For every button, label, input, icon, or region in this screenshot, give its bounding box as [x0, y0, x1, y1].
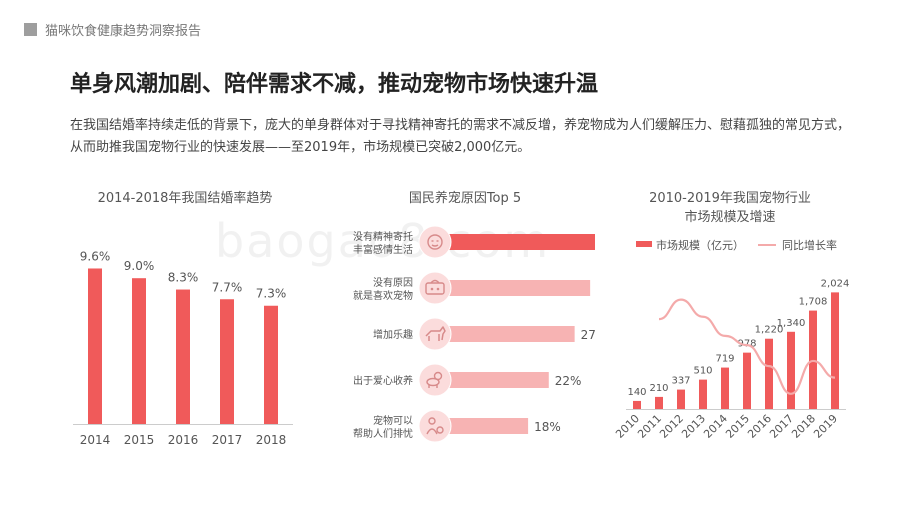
market-bar-label: 510 [693, 366, 712, 377]
marriage-bar-label: 7.3% [256, 287, 287, 301]
marriage-bar-2016 [176, 289, 190, 424]
poodle-legs [428, 385, 438, 388]
market-x-tick: 2018 [789, 412, 818, 441]
reason-category-label: 就是喜欢宠物 [353, 289, 413, 302]
poodle-body [426, 377, 440, 387]
market-x-tick: 2014 [701, 412, 730, 441]
carrier-box [425, 282, 445, 295]
market-x-tick: 2016 [745, 412, 774, 441]
person-body [426, 428, 438, 435]
marriage-bar-label: 9.0% [124, 259, 155, 273]
market-bar-label: 2,024 [821, 278, 850, 289]
market-bar-2010 [633, 400, 641, 409]
carrier-dot [436, 287, 440, 291]
legend-bar-swatch [636, 241, 652, 247]
report-header: 猫咪饮食健康趋势洞察报告 [24, 20, 201, 39]
market-bar-label: 1,340 [777, 318, 806, 329]
marriage-x-tick: 2017 [212, 433, 243, 447]
person-head [428, 417, 436, 425]
person-with-pet-icon [426, 417, 444, 435]
growth-rate-line [658, 298, 836, 395]
reason-category-label: 没有原因 [373, 276, 413, 289]
legend-bar-label: 市场规模（亿元） [656, 238, 744, 252]
reason-icon-bg [418, 317, 452, 351]
reason-bar-4 [435, 372, 549, 388]
market-x-tick: 2019 [811, 412, 840, 441]
marriage-bar-label: 8.3% [168, 271, 199, 285]
market-bar-2017 [787, 331, 795, 409]
marriage-bar-2017 [220, 299, 234, 424]
marriage-bar-2015 [132, 278, 146, 424]
reason-value-label: 18% [534, 420, 561, 434]
poodle-icon [426, 371, 443, 388]
market-bar-label: 210 [649, 383, 668, 394]
market-x-tick: 2011 [635, 412, 664, 441]
chart2-title: 国民养宠原因Top 5 [408, 191, 522, 206]
marriage-bar-label: 7.7% [212, 280, 243, 294]
reason-icon-bg [418, 225, 452, 259]
page-description: 在我国结婚率持续走低的背景下，庞大的单身群体对于寻找精神寄托的需求不减反增，养宠… [70, 118, 851, 155]
reason-bar-5 [435, 418, 529, 434]
marriage-bar-label: 9.6% [80, 249, 111, 263]
market-bar-2014 [721, 367, 729, 409]
reason-icon-bg [418, 363, 452, 397]
dog-icon [425, 326, 446, 341]
chart1-title: 2014-2018年我国结婚率趋势 [97, 191, 273, 206]
marriage-x-tick: 2016 [168, 433, 199, 447]
marriage-rate-chart: 9.6% 2014 9.0% 2015 8.3% 2016 7.7% 2017 7.3% 2018 [73, 249, 293, 447]
reason-category-label: 没有精神寄托 [353, 230, 413, 243]
reason-category-label: 出于爱心收养 [353, 374, 413, 387]
market-bar-2011 [655, 396, 663, 409]
reason-category-label: 增加乐趣 [373, 328, 413, 341]
pet-reason-chart: 没有精神寄托丰富感情生活35%没有原因就是喜欢宠物30%增加乐趣27%出于爱心收… [353, 225, 595, 443]
market-bar-2018 [809, 310, 817, 409]
market-bar-label: 1,708 [799, 297, 828, 308]
report-header-title: 猫咪饮食健康趋势洞察报告 [45, 24, 202, 39]
market-bar-2016 [765, 338, 773, 409]
market-bar-label: 140 [627, 387, 646, 398]
face-mouth [431, 244, 439, 247]
face-outline [427, 234, 443, 250]
reason-icon-bg [418, 409, 452, 443]
legend-line-label: 同比增长率 [782, 238, 837, 252]
marriage-bar-2014 [88, 268, 102, 424]
page-title: 单身风潮加剧、陪伴需求不减，推动宠物市场快速升温 [70, 72, 599, 97]
face-icon [427, 234, 443, 250]
dog-shape [425, 326, 446, 341]
reason-icon-bg [418, 271, 452, 305]
reason-category-label: 宠物可以 [373, 414, 413, 427]
reason-value-label: 22% [555, 374, 582, 388]
reason-bar-1 [435, 234, 595, 250]
market-bar-label: 719 [715, 354, 734, 365]
market-bar-2012 [677, 389, 685, 409]
market-bar-2015 [743, 352, 751, 409]
marriage-bar-2018 [264, 305, 278, 424]
market-x-tick: 2017 [767, 412, 796, 441]
reason-category-label: 丰富感情生活 [353, 243, 413, 256]
marriage-x-tick: 2015 [124, 433, 155, 447]
reason-bar-2 [435, 280, 591, 296]
market-bar-2019 [831, 292, 839, 409]
pet-carrier-icon [425, 279, 445, 295]
market-bar-label: 1,220 [755, 325, 784, 336]
reason-bar-3 [435, 326, 575, 342]
carrier-dot [430, 287, 434, 291]
market-x-tick: 2010 [613, 412, 642, 441]
marriage-x-tick: 2014 [80, 433, 111, 447]
carrier-handle [430, 279, 440, 284]
market-x-tick: 2013 [679, 412, 708, 441]
header-square-icon [24, 23, 37, 36]
pet-head [436, 426, 444, 434]
market-bar-label: 337 [671, 376, 690, 387]
chart3-title: 2010-2019年我国宠物行业 市场规模及增速 [649, 191, 811, 225]
marriage-x-tick: 2018 [256, 433, 287, 447]
market-x-tick: 2012 [657, 412, 686, 441]
market-bar-2013 [699, 379, 707, 409]
reason-value-label: 27% [581, 328, 595, 342]
market-x-tick: 2015 [723, 412, 752, 441]
reason-category-label: 帮助人们排忧 [353, 427, 413, 440]
pet-market-chart: 市场规模（亿元） 同比增长率 140 2010 210 2011 337 2012 510 201… [613, 238, 850, 441]
